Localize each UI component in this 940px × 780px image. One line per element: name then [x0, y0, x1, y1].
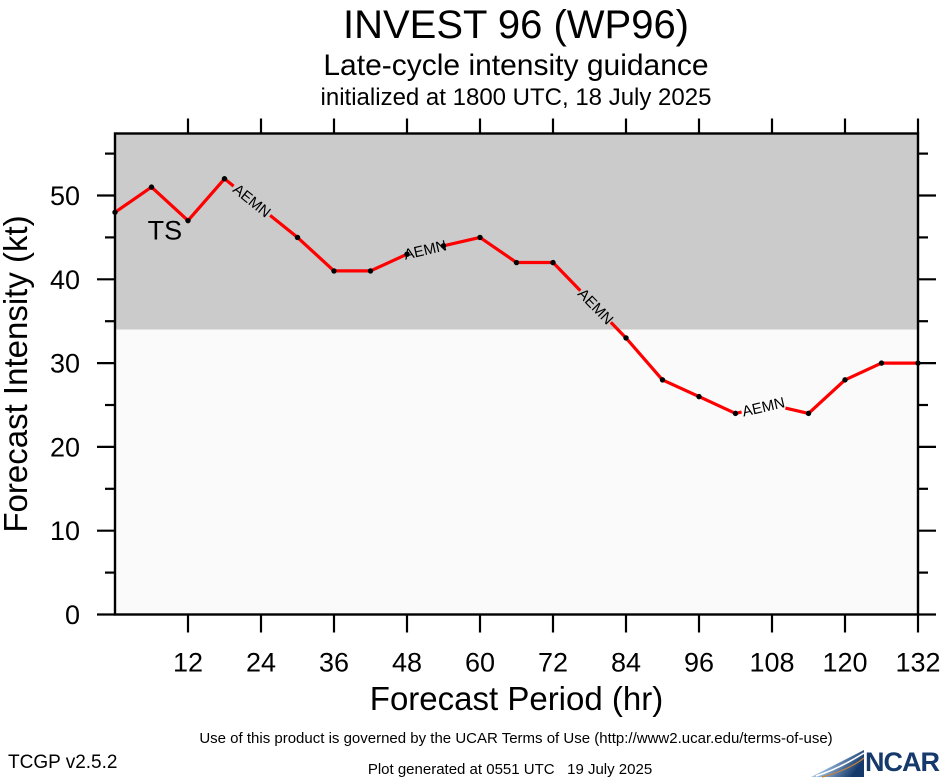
ncar-swoosh-icon [811, 750, 865, 778]
data-point-marker [477, 234, 483, 241]
data-point-marker [915, 360, 921, 366]
x-tick-label: 48 [392, 648, 422, 678]
data-point-marker [623, 335, 629, 341]
page-title: INVEST 96 (WP96) [342, 3, 690, 47]
ncar-logo-text: NCAR [865, 747, 940, 777]
data-point-marker [440, 243, 447, 249]
x-tick-label: 108 [749, 648, 794, 678]
data-point-marker [878, 360, 885, 366]
ts-band-label: TS [148, 216, 183, 246]
ucar-terms-text: Use of this product is governed by the U… [199, 730, 833, 747]
x-axis-title: Forecast Period (hr) [370, 680, 663, 717]
y-tick-label: 0 [65, 600, 80, 630]
data-point-marker [659, 377, 666, 383]
data-point-marker [294, 234, 301, 241]
data-point-marker [404, 251, 410, 257]
data-point-marker [185, 217, 191, 224]
data-point-marker [112, 209, 118, 215]
y-tick-label: 30 [50, 349, 80, 379]
x-tick-label: 36 [319, 648, 349, 678]
chart-subtitle: Late-cycle intensity guidance [323, 49, 709, 82]
y-tick-label: 40 [50, 265, 80, 295]
data-point-marker [513, 259, 520, 266]
plot-generated-text: Plot generated at 0551 UTC 19 July 2025 [367, 761, 653, 778]
data-point-marker [221, 176, 228, 182]
x-tick-label: 12 [173, 648, 203, 678]
below-ts-band [115, 329, 918, 615]
x-tick-label: 96 [684, 648, 714, 678]
x-tick-label: 120 [822, 648, 867, 678]
ts-band [115, 133, 918, 330]
data-point-marker [805, 410, 812, 417]
x-tick-label: 72 [538, 648, 568, 678]
x-tick-label: 132 [895, 648, 940, 678]
ncar-logo: NCAR [810, 746, 940, 778]
data-point-marker [367, 268, 374, 274]
x-tick-label: 60 [465, 648, 495, 678]
plot-frame [113, 132, 920, 616]
chart-header: INVEST 96 (WP96) Late-cycle intensity gu… [0, 0, 940, 111]
tcgp-version-label: TCGP v2.5.2 [8, 752, 118, 773]
x-tick-label: 24 [246, 648, 276, 678]
data-point-marker [696, 393, 702, 400]
data-point-marker [842, 377, 848, 383]
data-point-marker [331, 268, 337, 274]
x-tick-label: 84 [611, 648, 641, 678]
data-point-marker [148, 184, 155, 190]
y-tick-label: 10 [50, 516, 80, 546]
data-point-marker [732, 410, 739, 417]
y-axis-title: Forecast Intensity (kt) [0, 215, 34, 532]
y-tick-label: 20 [50, 432, 80, 462]
chart-init-time: initialized at 1800 UTC, 18 July 2025 [320, 84, 712, 111]
y-tick-label: 50 [50, 181, 80, 211]
data-point-marker [550, 259, 556, 266]
